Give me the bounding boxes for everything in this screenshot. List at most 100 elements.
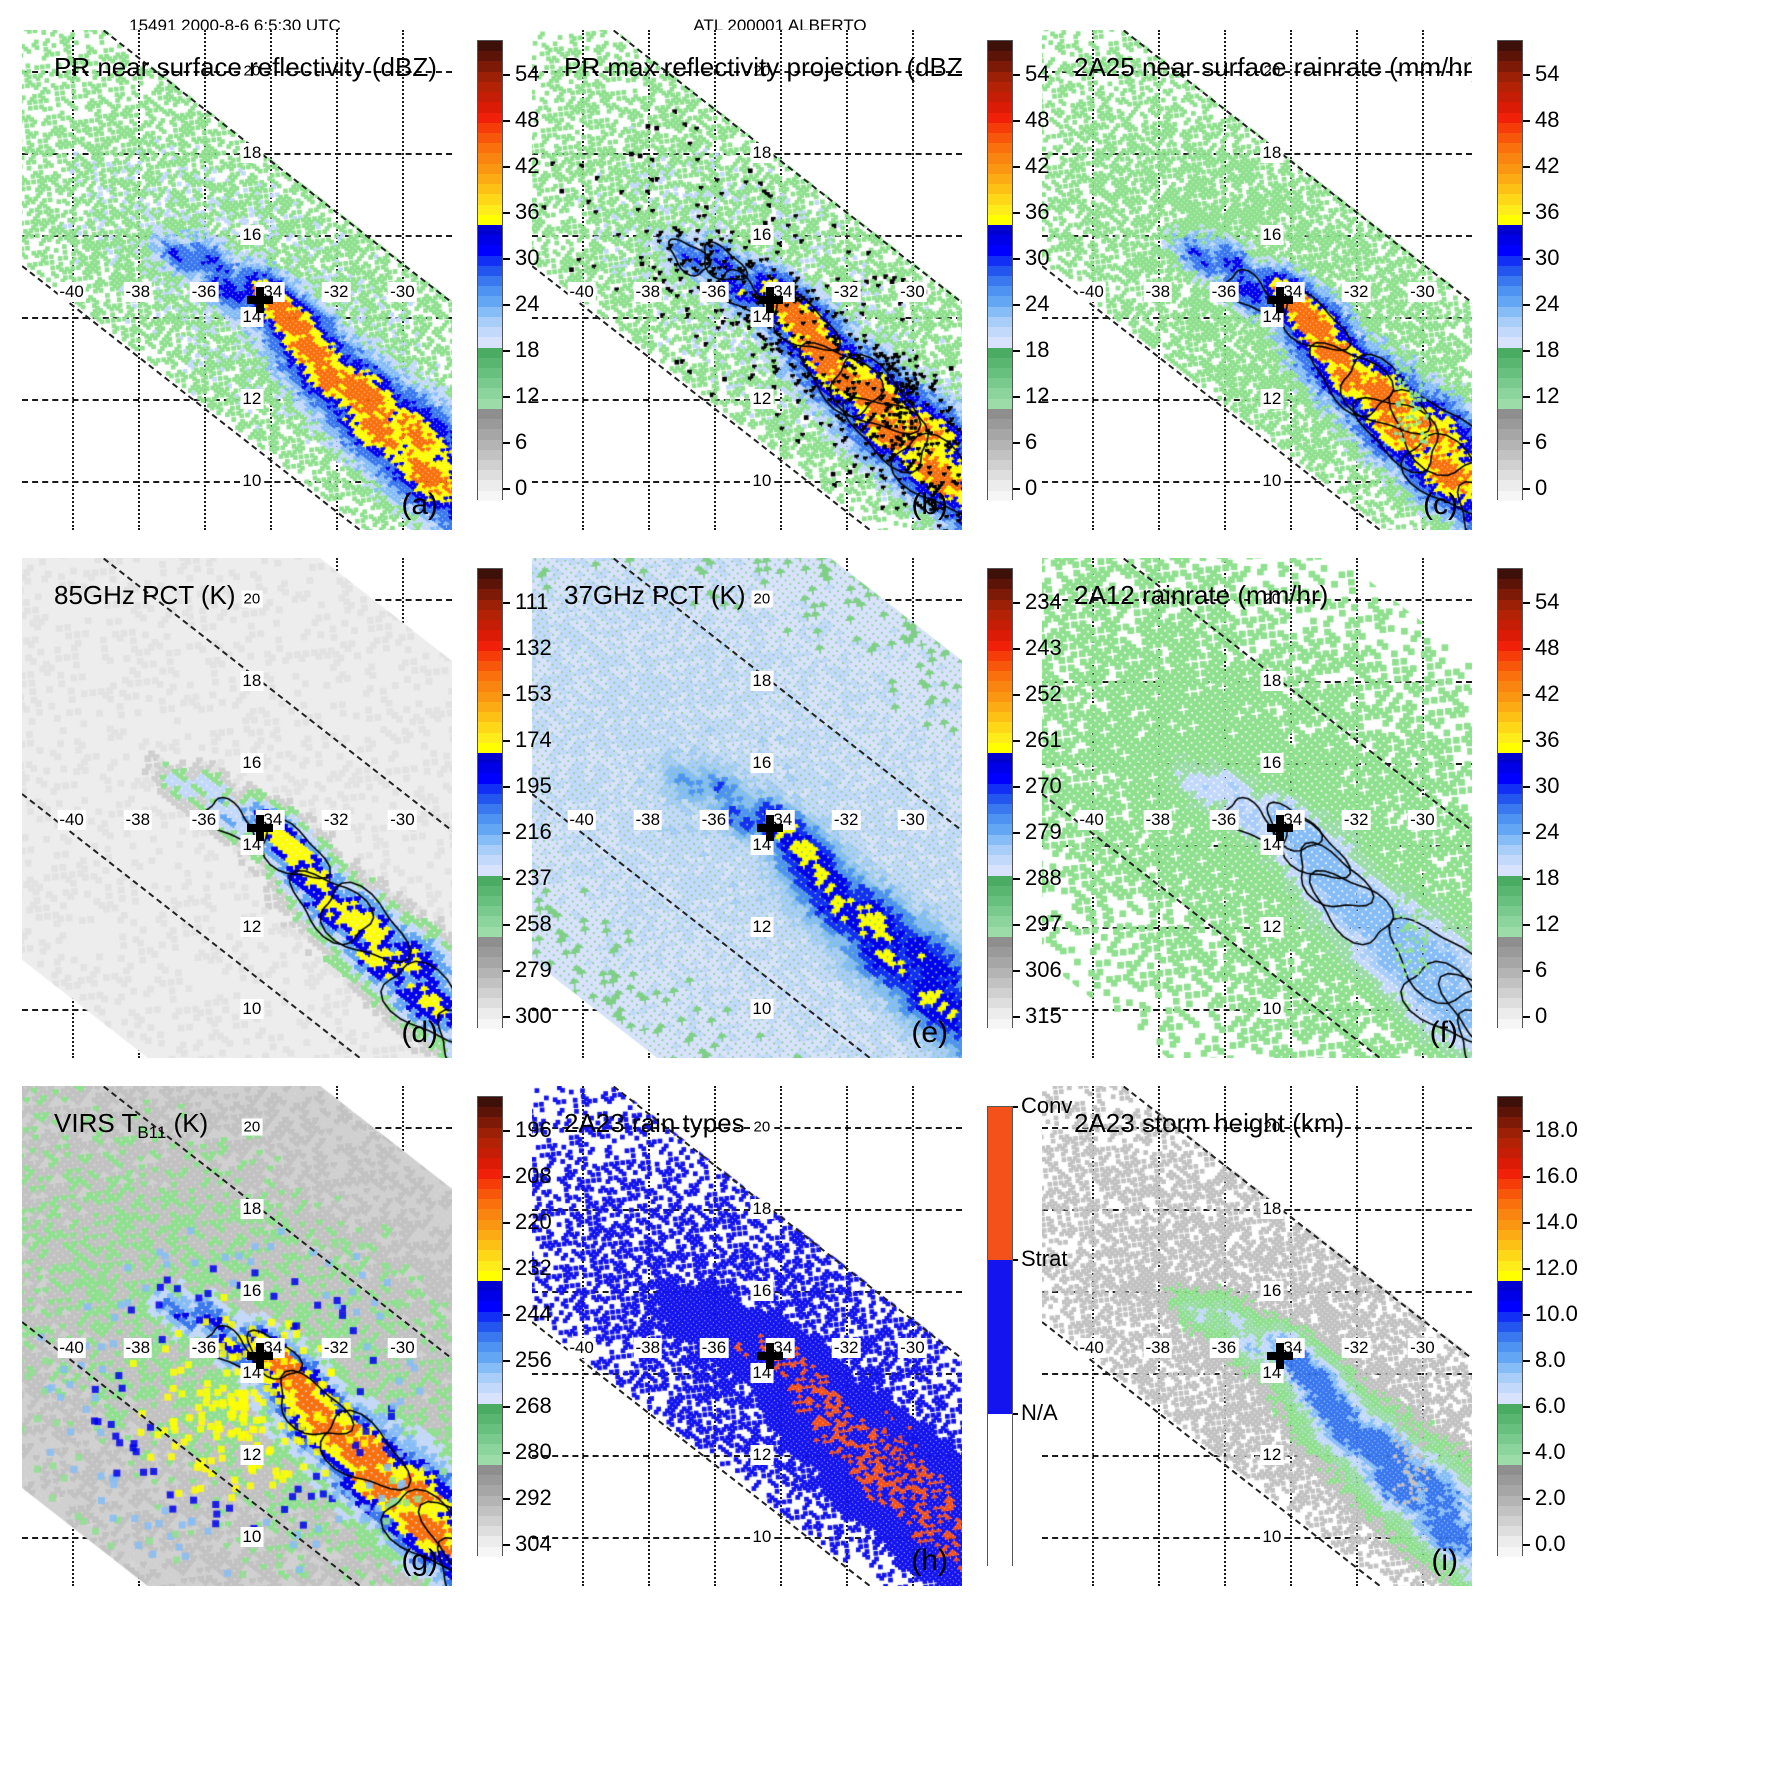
colorbar-band (1498, 640, 1522, 651)
lat-label-20: 20 (751, 62, 773, 80)
lat-label-20: 20 (1261, 62, 1283, 80)
colorbar-band (478, 947, 502, 958)
colorbar-band (1498, 439, 1522, 450)
colorbar-band (1498, 1018, 1522, 1029)
colorbar-band (988, 439, 1012, 450)
colorbar-band (478, 1321, 502, 1333)
colorbar-band (478, 357, 502, 368)
colorbar-tick-d-1 (503, 647, 510, 650)
colorbar-strip-b (987, 40, 1013, 501)
colorbar-label-a-8: 6 (515, 428, 528, 454)
lon-label--36: -36 (699, 810, 729, 831)
colorbar-band (1498, 173, 1522, 185)
colorbar-band (1498, 449, 1522, 460)
colorbar-band (988, 589, 1012, 600)
colorbar-tick-i-7 (1523, 1451, 1530, 1454)
colorbar-tick-i-8 (1523, 1497, 1530, 1500)
colorbar-tick-f-8 (1523, 969, 1530, 972)
colorbar-label-g-5: 256 (515, 1346, 552, 1372)
lat-label-16: 16 (750, 224, 774, 245)
colorbar-band (478, 408, 502, 420)
colorbar-band (478, 936, 502, 948)
colorbar-band (478, 459, 502, 471)
lon-label--32: -32 (1341, 282, 1371, 303)
panel-letter-i: (i) (1431, 1544, 1458, 1577)
colorbar-band (988, 701, 1012, 713)
colorbar-band (988, 814, 1012, 825)
colorbar-band (478, 1107, 502, 1118)
plot-area-f[interactable]: -40 -38 -36 -34 -32 -30 20 18 16 14 12 10 2A12 rainr… (1042, 558, 1472, 1058)
colorbar-band (1498, 388, 1522, 399)
colorbar-tick-i-1 (1523, 1175, 1530, 1178)
colorbar-label-d-0: 111 (515, 588, 549, 614)
plot-area-c[interactable]: -40 -38 -36 -34 -32 -30 20 18 16 14 12 10 2A25 near … (1042, 30, 1472, 530)
plot-area-e[interactable]: -40 -38 -36 -34 -32 -30 20 18 16 14 12 10 37GHz PCT … (532, 558, 962, 1058)
lon-label--32: -32 (831, 1338, 861, 1359)
colorbar-band (988, 732, 1012, 743)
lat-label-16: 16 (750, 752, 774, 773)
colorbar-band (1498, 194, 1522, 205)
colorbar-band (988, 61, 1012, 72)
colorbar-band (1498, 1168, 1522, 1179)
colorbar-label-i-7: 4.0 (1535, 1438, 1566, 1464)
colorbar-label-b-2: 42 (1025, 152, 1050, 178)
colorbar-band (478, 368, 502, 379)
colorbar-band (1498, 1495, 1522, 1506)
plot-area-a[interactable]: -40 -38 -36 -34 -32 -30 20 18 16 14 12 10 PR near su… (22, 30, 452, 530)
lat-label-16: 16 (1260, 224, 1284, 245)
colorbar-band (988, 620, 1012, 631)
colorbar-band (478, 630, 502, 641)
colorbar-tick-b-9 (1013, 487, 1020, 490)
plot-area-g[interactable]: -40 -38 -36 -34 -32 -30 20 18 16 14 12 10 VIRS TB11 … (22, 1086, 452, 1586)
colorbar-label-d-3: 174 (515, 726, 552, 752)
plot-area-b[interactable]: -40 -38 -36 -34 -32 -30 20 18 16 14 12 10 PR max ref… (532, 30, 962, 530)
colorbar-band (1498, 957, 1522, 968)
colorbar-band (1498, 132, 1522, 144)
lon-label--38: -38 (123, 282, 153, 303)
plot-area-d[interactable]: -40 -38 -36 -34 -32 -30 20 18 16 14 12 10 85GHz PCT … (22, 558, 452, 1058)
colorbar-tick-a-4 (503, 257, 510, 260)
plot-area-i[interactable]: -40 -38 -36 -34 -32 -30 20 18 16 14 12 10 2A23 storm… (1042, 1086, 1472, 1586)
colorbar-tick-a-2 (503, 165, 510, 168)
colorbar-band (988, 184, 1012, 195)
plot-area-h[interactable]: -40 -38 -36 -34 -32 -30 20 18 16 14 12 10 2A23 rain … (532, 1086, 962, 1586)
colorbar-band (478, 265, 502, 277)
colorbar-label-g-4: 244 (515, 1300, 552, 1326)
colorbar-band (478, 885, 502, 896)
colorbar-band (1498, 153, 1522, 164)
lat-label-20: 20 (751, 1118, 773, 1136)
colorbar-label-na: N/A (1021, 1399, 1058, 1425)
colorbar-band (988, 599, 1012, 610)
colorbar-band (1498, 916, 1522, 927)
colorbar-band (1498, 81, 1522, 93)
colorbar-band (1498, 834, 1522, 845)
colorbar-f: 54 48 42 36 30 24 18 12 6 0 (1497, 568, 1667, 1048)
colorbar-band (1498, 1546, 1522, 1557)
colorbar-band (1498, 337, 1522, 348)
lon-label--38: -38 (123, 1338, 153, 1359)
lat-label-10: 10 (240, 998, 264, 1019)
lat-label-16: 16 (240, 224, 264, 245)
colorbar-label-b-9: 0 (1025, 474, 1038, 500)
colorbar-tick-e-4 (1013, 785, 1020, 788)
colorbar-band (478, 1008, 502, 1019)
lon-label--30: -30 (898, 1338, 927, 1359)
colorbar-band (1498, 855, 1522, 866)
colorbar-band (988, 245, 1012, 256)
colorbar-band (988, 609, 1012, 621)
colorbar-label-b-8: 6 (1025, 428, 1038, 454)
colorbar-band (478, 722, 502, 733)
colorbar-band (478, 1342, 502, 1353)
colorbar-band (478, 1352, 502, 1363)
colorbar-band (1498, 1505, 1522, 1516)
colorbar-label-a-3: 36 (515, 198, 540, 224)
colorbar-band (1498, 419, 1522, 430)
colorbar-tick-b-7 (1013, 395, 1020, 398)
colorbar-label-d-2: 153 (515, 680, 552, 706)
panel-title-c: 2A25 near surface rainrate (mm/hr) (1074, 52, 1472, 82)
colorbar-band (1498, 408, 1522, 420)
colorbar-band (988, 112, 1012, 123)
colorbar-band (478, 1018, 502, 1029)
colorbar-band (988, 41, 1012, 52)
colorbar-band (478, 671, 502, 682)
